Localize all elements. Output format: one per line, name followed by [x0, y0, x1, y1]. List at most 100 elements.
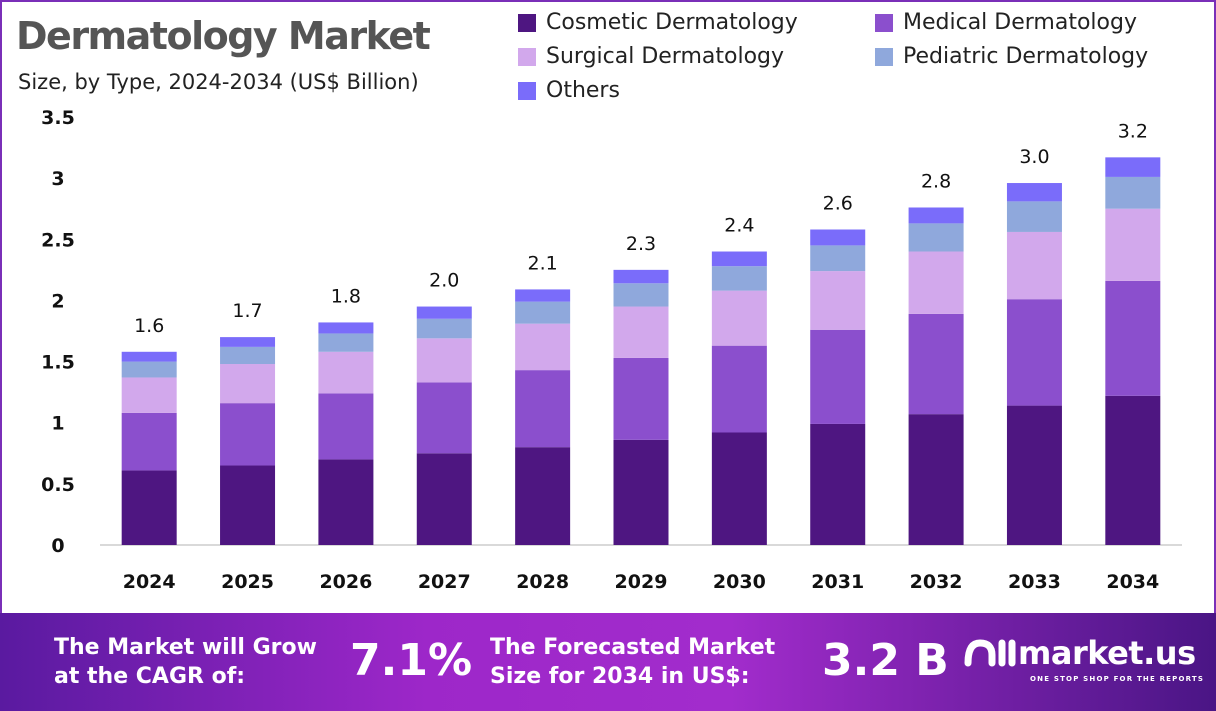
bar-segment [1105, 395, 1161, 545]
total-label: 2.1 [528, 252, 558, 274]
legend-item-cosmetic: Cosmetic Dermatology [518, 10, 798, 35]
brand-name: market.us [1018, 634, 1196, 672]
market-us-logo: market.us ONE STOP SHOP FOR THE REPORTS [962, 633, 1203, 683]
bar-segment [220, 403, 276, 466]
x-tick-label: 2029 [615, 571, 668, 593]
bar-segment [318, 459, 374, 545]
bar-segment [711, 251, 767, 267]
total-label: 2.4 [724, 215, 754, 237]
x-tick-label: 2028 [516, 571, 569, 593]
legend-swatch [518, 47, 536, 66]
footer-banner: The Market will Grow at the CAGR of: 7.1%… [0, 613, 1216, 711]
total-label: 3.2 [1118, 120, 1148, 142]
x-tick-label: 2034 [1106, 571, 1159, 593]
y-tick-label: 1.5 [41, 352, 75, 374]
bar-segment [711, 290, 767, 346]
bar-segment [318, 393, 374, 460]
total-label: 2.0 [429, 270, 459, 292]
bar-segment [416, 453, 472, 545]
total-label: 1.6 [134, 315, 164, 337]
legend-item-medical: Medical Dermatology [875, 10, 1137, 35]
bar-segment [908, 223, 964, 252]
forecast-label: The Forecasted Market Size for 2034 in US… [490, 633, 775, 691]
y-tick-label: 1 [51, 413, 64, 435]
legend-item-surgical: Surgical Dermatology [518, 44, 784, 69]
bar-segment [908, 251, 964, 314]
bar-segment [416, 318, 472, 339]
bar-segment [318, 351, 374, 394]
legend-swatch [518, 81, 536, 100]
bar-segment [1006, 405, 1062, 545]
bar-segment [711, 432, 767, 545]
y-tick-label: 0.5 [41, 474, 75, 496]
total-label: 2.3 [626, 233, 656, 255]
bar-segment [121, 412, 177, 471]
bar-segment [810, 271, 866, 330]
forecast-label-line: Size for 2034 in US$: [490, 664, 750, 689]
bar-segment [220, 465, 276, 545]
bar-segment [810, 245, 866, 272]
total-label: 1.8 [331, 285, 361, 307]
legend-label: Pediatric Dermatology [903, 44, 1149, 69]
legend-label: Surgical Dermatology [546, 44, 785, 69]
bar-segment [515, 301, 571, 324]
total-label: 2.8 [921, 170, 951, 192]
bar-segment [318, 322, 374, 334]
legend-swatch [518, 13, 536, 32]
x-tick-label: 2026 [319, 571, 372, 593]
bar-segment [121, 377, 177, 413]
bar-segment [220, 364, 276, 404]
legend-swatch [875, 47, 893, 66]
chart-title: Dermatology Market [16, 14, 431, 58]
cagr-label-line: The Market will Grow [54, 635, 317, 660]
legend-label: Medical Dermatology [903, 10, 1137, 35]
bar-segment [1006, 299, 1062, 406]
bar-segment [810, 229, 866, 246]
bar-segment [711, 345, 767, 433]
forecast-value: 3.2 B [822, 635, 949, 686]
x-tick-label: 2024 [123, 571, 176, 593]
bar-chart: 0 0.5 1 1.5 2 2.5 3 3.5 1.6 2024 1.7 2025 1.8 2026 2.0… [41, 107, 1182, 593]
bar-segment [908, 207, 964, 224]
bar-segment [515, 447, 571, 545]
bar-segment [416, 338, 472, 383]
bar-segment [121, 351, 177, 362]
bar-segment [810, 329, 866, 424]
legend-item-others: Others [518, 78, 620, 103]
bar-segment [318, 333, 374, 352]
x-tick-label: 2032 [910, 571, 963, 593]
bar-segment [613, 283, 669, 307]
bar-segment [613, 269, 669, 284]
bar-segment [810, 423, 866, 545]
bar-segment [515, 323, 571, 371]
cagr-label: The Market will Grow at the CAGR of: [54, 633, 317, 691]
bar-segment [908, 414, 964, 545]
y-tick-label: 0 [51, 535, 64, 557]
x-tick-label: 2031 [811, 571, 864, 593]
y-tick-label: 2 [51, 290, 64, 312]
bar-segment [220, 346, 276, 365]
bar-segment [1006, 183, 1062, 202]
logo-icon [964, 639, 1016, 667]
x-tick-label: 2030 [713, 571, 766, 593]
bar-segment [613, 357, 669, 440]
bar-segment [515, 289, 571, 302]
total-label: 3.0 [1019, 146, 1049, 168]
chart-subtitle: Size, by Type, 2024-2034 (US$ Billion) [18, 70, 419, 94]
bar-segment [1105, 157, 1161, 177]
bar-segment [416, 382, 472, 454]
bar-segment [908, 313, 964, 415]
legend-swatch [875, 13, 893, 32]
bar-segment [613, 306, 669, 358]
y-tick-label: 3 [51, 168, 64, 190]
brand-tagline: ONE STOP SHOP FOR THE REPORTS [1030, 675, 1205, 683]
y-tick-label: 3.5 [41, 107, 75, 129]
legend-label: Others [546, 78, 620, 103]
x-tick-label: 2027 [418, 571, 471, 593]
bar-segment [121, 361, 177, 378]
x-tick-label: 2033 [1008, 571, 1061, 593]
bar-segment [416, 306, 472, 319]
bar-segment [711, 266, 767, 291]
bar-segment [1105, 208, 1161, 281]
total-label: 1.7 [232, 300, 262, 322]
